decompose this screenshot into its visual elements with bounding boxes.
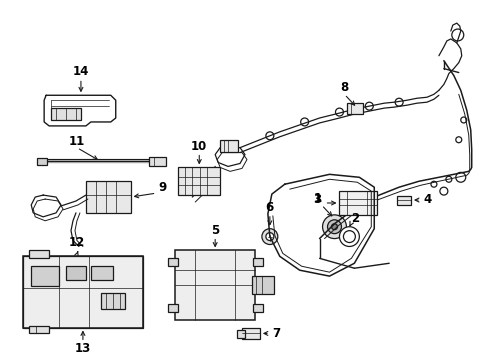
Circle shape <box>395 98 403 106</box>
Text: 12: 12 <box>69 236 85 249</box>
Text: 2: 2 <box>351 212 360 225</box>
Circle shape <box>211 281 219 289</box>
Circle shape <box>446 176 452 182</box>
Circle shape <box>327 220 342 234</box>
Bar <box>340 191 377 215</box>
Bar <box>51 108 81 120</box>
Text: 7: 7 <box>272 327 280 340</box>
Bar <box>91 266 113 280</box>
Text: 3: 3 <box>314 193 321 206</box>
Circle shape <box>197 267 233 303</box>
Text: 1: 1 <box>314 192 321 205</box>
Circle shape <box>452 29 464 41</box>
Bar <box>220 140 238 152</box>
Bar <box>169 304 178 312</box>
Circle shape <box>336 108 343 116</box>
Bar <box>175 251 255 320</box>
Bar <box>101 293 124 309</box>
Circle shape <box>440 187 448 195</box>
Bar <box>29 251 49 258</box>
Bar <box>23 256 143 328</box>
Bar <box>237 330 245 338</box>
Circle shape <box>461 117 467 123</box>
Circle shape <box>343 231 355 243</box>
Circle shape <box>301 118 309 126</box>
Bar <box>252 276 274 294</box>
Bar <box>31 266 59 286</box>
Circle shape <box>340 227 359 247</box>
Circle shape <box>205 275 225 295</box>
Bar <box>253 258 263 266</box>
Text: 11: 11 <box>69 135 85 148</box>
Text: 13: 13 <box>75 342 91 355</box>
Bar <box>148 157 167 166</box>
Circle shape <box>366 102 373 110</box>
Bar <box>178 167 220 195</box>
Bar <box>66 266 86 280</box>
Text: 6: 6 <box>266 201 274 214</box>
Circle shape <box>266 132 274 140</box>
Bar <box>253 304 263 312</box>
Circle shape <box>458 174 464 180</box>
Circle shape <box>332 224 338 230</box>
Circle shape <box>322 215 346 239</box>
Text: 9: 9 <box>158 181 167 194</box>
Circle shape <box>266 233 274 240</box>
Text: 14: 14 <box>73 66 89 78</box>
Bar <box>37 158 47 166</box>
Circle shape <box>456 137 462 143</box>
Circle shape <box>402 198 406 202</box>
Bar <box>242 328 260 339</box>
Bar <box>23 256 143 328</box>
Bar <box>86 181 131 213</box>
Bar <box>169 258 178 266</box>
Text: 10: 10 <box>191 140 207 153</box>
Text: 8: 8 <box>341 81 348 94</box>
Circle shape <box>431 181 437 187</box>
Circle shape <box>262 229 278 244</box>
Bar <box>347 103 363 114</box>
Bar <box>397 196 411 205</box>
Text: 5: 5 <box>211 224 220 237</box>
Bar <box>29 325 49 333</box>
Text: 4: 4 <box>423 193 431 206</box>
Circle shape <box>456 172 466 182</box>
